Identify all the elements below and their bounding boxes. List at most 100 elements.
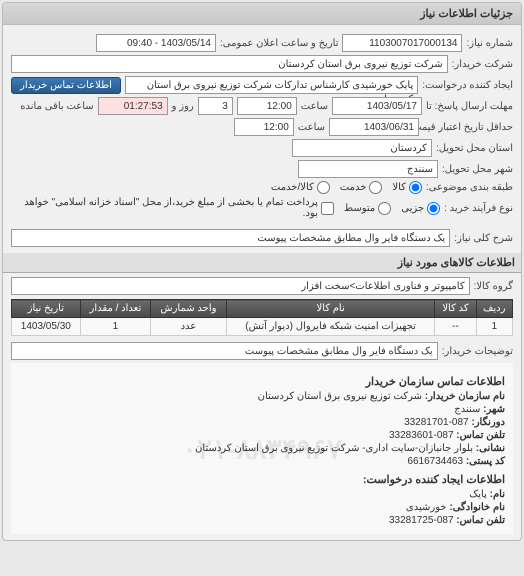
purchase-type-group: جزیی متوسط پرداخت تمام یا بخشی از مبلغ خ… [11, 197, 440, 219]
pt-checkbox-note[interactable]: پرداخت تمام یا بخشی از مبلغ خرید،از محل … [11, 197, 334, 219]
public-announce-label: تاریخ و ساعت اعلان عمومی: [220, 38, 339, 49]
contact-section-title: اطلاعات تماس سازمان خریدار [19, 375, 505, 388]
col-date: تاریخ نیاز [12, 300, 81, 318]
valid-until-label: حداقل تاریخ اعتبار قیمت: تا تاریخ: [423, 122, 513, 133]
col-code: کد کالا [435, 300, 476, 318]
req-name-line: نام: پایک [19, 489, 505, 500]
category-radio-service-label: خدمت [340, 182, 367, 193]
table-header-row: ردیف کد کالا نام کالا واحد شمارش تعداد /… [12, 300, 513, 318]
remain-label: ساعت باقی مانده [20, 101, 93, 112]
fax-label: دورنگار: [471, 417, 505, 428]
buyer-company-field: شرکت توزیع نیروی برق استان کردستان [11, 55, 448, 73]
pt-radio-small-input[interactable] [427, 202, 440, 215]
time-label-2: ساعت [298, 122, 325, 133]
purchase-type-label: نوع فرآیند خرید : [444, 203, 513, 214]
address-value: بلوار جانبازان-سایت اداری- شرکت توزیع نی… [195, 443, 473, 454]
deadline-label: مهلت ارسال پاسخ: تا [426, 101, 513, 112]
cell-name: تجهیزات امنیت شبکه فایروال (دیوار آتش) [226, 318, 435, 336]
org-name-label: نام سازمان خریدار: [425, 391, 505, 402]
category-label: طبقه بندی موضوعی: [426, 182, 513, 193]
need-number-label: شماره نیاز: [466, 38, 513, 49]
postal-value: 6616734463 [407, 456, 463, 467]
days-remain-field: 3 [198, 97, 233, 115]
time-label-1: ساعت [301, 101, 328, 112]
postal-label: کد پستی: [466, 456, 505, 467]
requester-field: پایک خورشیدی کارشناس تدارکات شرکت توزیع … [125, 76, 418, 94]
need-details-panel: جزئیات اطلاعات نیاز شماره نیاز: 11030070… [2, 2, 522, 541]
group-label: گروه کالا: [474, 281, 513, 292]
address-label: نشانی: [476, 443, 505, 454]
public-announce-field: 1403/05/14 - 09:40 [96, 34, 216, 52]
col-unit: واحد شمارش [151, 300, 227, 318]
need-title-label: شرح کلی نیاز: [454, 233, 513, 244]
cell-date: 1403/05/30 [12, 318, 81, 336]
lastname-label: نام خانوادگی: [449, 502, 505, 513]
items-section-title: اطلاعات کالاهای مورد نیاز [3, 253, 521, 273]
pt-checkbox-label: پرداخت تمام یا بخشی از مبلغ خرید،از محل … [11, 197, 318, 219]
group-field: کامپیوتر و فناوری اطلاعات>سخت افزار [11, 277, 470, 295]
need-title-field: یک دستگاه فایر وال مطابق مشخصات پیوست [11, 229, 450, 247]
pt-radio-small[interactable]: جزیی [401, 202, 440, 215]
name-label: نام: [490, 489, 505, 500]
col-row: ردیف [476, 300, 513, 318]
requester-label: ایجاد کننده درخواست: [422, 80, 513, 91]
contact-info-button[interactable]: اطلاعات تماس خریدار [11, 77, 121, 94]
phone-line: تلفن تماس: 087-33283601 [19, 430, 505, 441]
pt-radio-small-label: جزیی [401, 203, 424, 214]
fax-line: دورنگار: 087-33281701 [19, 417, 505, 428]
req-lastname-line: نام خانوادگی: خورشیدی [19, 502, 505, 513]
org-city-label: شهر: [483, 404, 505, 415]
panel-title: جزئیات اطلاعات نیاز [3, 3, 521, 25]
org-name-line: نام سازمان خریدار: شرکت توزیع نیروی برق … [19, 391, 505, 402]
category-radio-group: کالا خدمت کالا/خدمت [271, 181, 422, 194]
address-line: نشانی: بلوار جانبازان-سایت اداری- شرکت ت… [19, 443, 505, 454]
name-value: پایک [469, 489, 487, 500]
category-radio-service[interactable]: خدمت [340, 181, 383, 194]
category-radio-both[interactable]: کالا/خدمت [271, 181, 330, 194]
category-radio-all[interactable]: کالا [392, 181, 422, 194]
countdown-field: 01:27:53 [98, 97, 168, 115]
lastname-value: خورشیدی [406, 502, 447, 513]
valid-until-time-field: 12:00 [234, 118, 294, 136]
requester-section-title: اطلاعات ایجاد کننده درخواست: [19, 473, 505, 486]
req-phone-label: تلفن تماس: [456, 515, 505, 526]
cell-qty: 1 [80, 318, 151, 336]
city-label: شهر محل تحویل: [442, 164, 513, 175]
cell-code: -- [435, 318, 476, 336]
postal-line: کد پستی: 6616734463 [19, 456, 505, 467]
phone-label: تلفن تماس: [456, 430, 505, 441]
category-radio-both-input[interactable] [317, 181, 330, 194]
col-name: نام کالا [226, 300, 435, 318]
category-radio-all-input[interactable] [409, 181, 422, 194]
buyer-notes-label: توضیحات خریدار: [442, 346, 513, 357]
pt-radio-medium[interactable]: متوسط [344, 202, 391, 215]
cell-row: 1 [476, 318, 513, 336]
pt-checkbox-input[interactable] [321, 202, 334, 215]
buyer-notes-field: یک دستگاه فایر وال مطابق مشخصات پیوست [11, 342, 438, 360]
city-field: سنندج [298, 160, 438, 178]
days-label: روز و [172, 101, 194, 112]
org-city-line: شهر: سنندج [19, 404, 505, 415]
province-label: استان محل تحویل: [436, 143, 513, 154]
valid-until-date-field: 1403/06/31 [329, 118, 419, 136]
category-radio-service-input[interactable] [369, 181, 382, 194]
pt-radio-medium-input[interactable] [378, 202, 391, 215]
category-radio-both-label: کالا/خدمت [271, 182, 314, 193]
buyer-company-label: شرکت خریدار: [452, 59, 513, 70]
org-name-value: شرکت توزیع نیروی برق استان کردستان [258, 391, 422, 402]
org-city-value: سنندج [454, 404, 480, 415]
items-table: ردیف کد کالا نام کالا واحد شمارش تعداد /… [11, 299, 513, 336]
contact-info-section: ۰۲۱-۸۸۳۴۹۶۷ اطلاعات تماس سازمان خریدار ن… [11, 363, 513, 534]
phone-value: 087-33283601 [389, 430, 454, 441]
col-qty: تعداد / مقدار [80, 300, 151, 318]
cell-unit: عدد [151, 318, 227, 336]
table-row[interactable]: 1 -- تجهیزات امنیت شبکه فایروال (دیوار آ… [12, 318, 513, 336]
panel-body: شماره نیاز: 1103007017000134 تاریخ و ساع… [3, 25, 521, 540]
deadline-time-field: 12:00 [237, 97, 297, 115]
category-radio-all-label: کالا [392, 182, 406, 193]
pt-radio-medium-label: متوسط [344, 203, 375, 214]
req-phone-value: 087-33281725 [389, 515, 454, 526]
deadline-date-field: 1403/05/17 [332, 97, 422, 115]
req-phone-line: تلفن تماس: 087-33281725 [19, 515, 505, 526]
need-number-field: 1103007017000134 [342, 34, 462, 52]
